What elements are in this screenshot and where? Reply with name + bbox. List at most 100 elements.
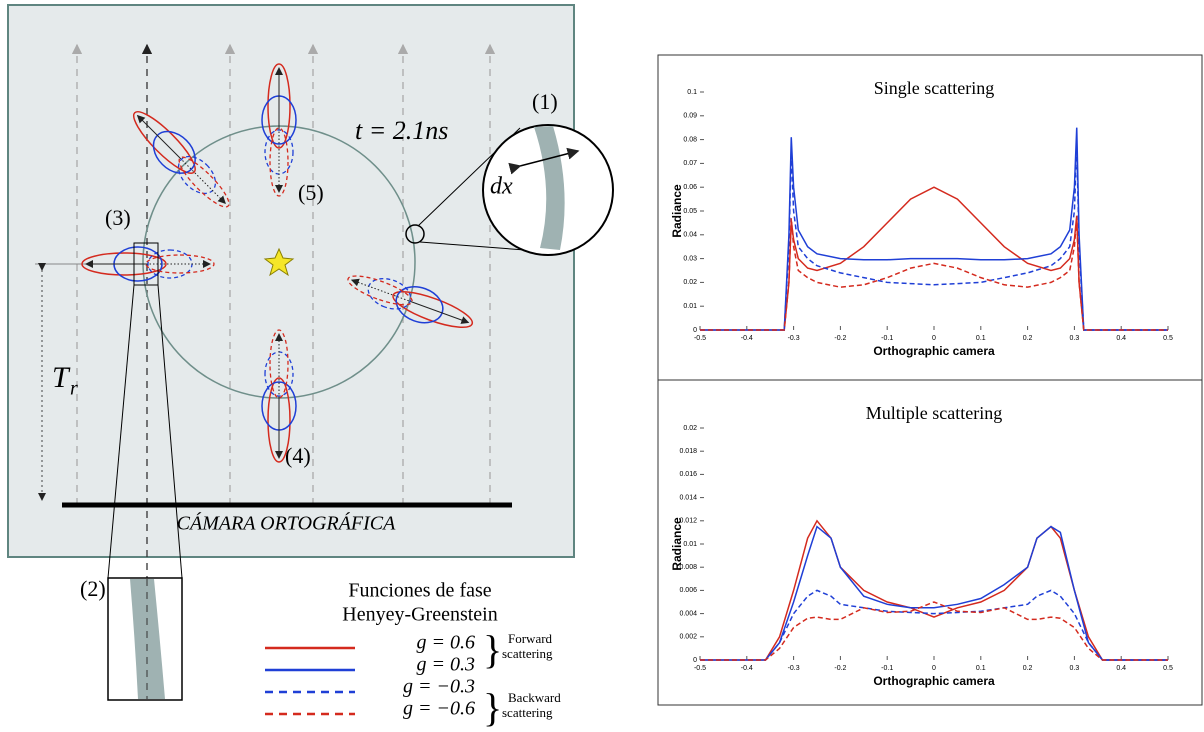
x-tick-label: 0.3 bbox=[1070, 665, 1080, 672]
y-tick-label: 0.018 bbox=[679, 448, 697, 455]
x-tick-label: -0.5 bbox=[694, 335, 706, 342]
x-tick-label: 0.1 bbox=[976, 335, 986, 342]
y-axis-label: Radiance bbox=[670, 184, 684, 238]
legend-title: Henyey-Greenstein bbox=[342, 604, 498, 626]
lobe-red bbox=[267, 377, 291, 463]
x-tick-label: 0.3 bbox=[1070, 335, 1080, 342]
legend-label: g = −0.3 bbox=[403, 676, 475, 698]
tr-label: T bbox=[52, 361, 71, 394]
y-tick-label: 0.08 bbox=[683, 136, 697, 143]
zoom-line bbox=[419, 241, 526, 251]
x-tick-label: 0 bbox=[932, 665, 936, 672]
lobe-red-dashed bbox=[269, 127, 289, 197]
phase-lobe bbox=[132, 110, 230, 208]
lobe-red bbox=[132, 110, 196, 174]
series-line bbox=[700, 589, 1168, 661]
brace: } bbox=[483, 685, 502, 730]
y-tick-label: 0.07 bbox=[683, 160, 697, 167]
y-tick-label: 0.03 bbox=[683, 255, 697, 262]
lobe-arrow bbox=[179, 157, 226, 204]
x-tick-label: 0.5 bbox=[1163, 665, 1173, 672]
y-tick-label: 0.05 bbox=[683, 208, 697, 215]
y-tick-label: 0.014 bbox=[679, 494, 697, 501]
chart-panel bbox=[657, 379, 1203, 706]
x-tick-label: 0.1 bbox=[976, 665, 986, 672]
x-tick-label: -0.5 bbox=[694, 665, 706, 672]
y-tick-label: 0.06 bbox=[683, 184, 697, 191]
legend-group: scattering bbox=[502, 646, 553, 661]
label: (3) bbox=[105, 205, 131, 230]
lobe-arrow bbox=[411, 301, 470, 324]
small-circle bbox=[405, 224, 425, 244]
chart-panel bbox=[657, 54, 1203, 381]
phase-lobe bbox=[81, 246, 215, 282]
diagram-layout bbox=[35, 43, 614, 701]
time-label: t = 2.1ns bbox=[355, 116, 448, 145]
legend-title: Funciones de fase bbox=[348, 580, 491, 602]
y-tick-label: 0.008 bbox=[679, 564, 697, 571]
y-tick-label: 0.012 bbox=[679, 518, 697, 525]
x-tick-label: -0.4 bbox=[741, 665, 753, 672]
brace: } bbox=[483, 627, 502, 672]
chart-title: Multiple scattering bbox=[866, 403, 1002, 423]
y-tick-label: 0 bbox=[693, 327, 697, 334]
legend-label: g = 0.3 bbox=[417, 654, 476, 676]
y-tick-label: 0.1 bbox=[687, 89, 697, 96]
series-line bbox=[700, 525, 1168, 661]
series-line bbox=[700, 519, 1168, 661]
series-line bbox=[700, 144, 1168, 331]
y-tick-label: 0.01 bbox=[683, 303, 697, 310]
x-axis-label: Orthographic camera bbox=[873, 674, 995, 688]
x-tick-label: -0.1 bbox=[881, 665, 893, 672]
lobe-red bbox=[267, 63, 291, 149]
label: (2) bbox=[80, 576, 106, 601]
x-tick-label: 0 bbox=[932, 335, 936, 342]
lobe-arrow bbox=[136, 114, 181, 159]
series-line bbox=[700, 601, 1168, 661]
series-line bbox=[700, 127, 1168, 331]
x-tick-label: 0.5 bbox=[1163, 335, 1173, 342]
label: (1) bbox=[532, 89, 558, 114]
y-tick-label: 0.01 bbox=[683, 541, 697, 548]
legend-group: Forward bbox=[508, 631, 553, 646]
x-tick-label: 0.4 bbox=[1116, 335, 1126, 342]
x-tick-label: -0.2 bbox=[834, 335, 846, 342]
x-tick-label: -0.3 bbox=[788, 335, 800, 342]
dx-label: dx bbox=[490, 174, 513, 200]
legend-label: g = −0.6 bbox=[403, 698, 475, 720]
chart-title: Single scattering bbox=[874, 78, 994, 98]
x-tick-label: -0.4 bbox=[741, 335, 753, 342]
phase-lobe bbox=[261, 329, 297, 463]
diagram-panel bbox=[7, 4, 575, 558]
lobe-red-dashed bbox=[269, 329, 289, 399]
star bbox=[263, 247, 295, 277]
y-axis-label: Radiance bbox=[670, 517, 684, 571]
y-tick-label: 0.016 bbox=[679, 471, 697, 478]
lobe-red-dashed bbox=[347, 275, 413, 306]
y-tick-label: 0.006 bbox=[679, 587, 697, 594]
y-tick-label: 0 bbox=[693, 657, 697, 664]
lobe-red bbox=[81, 252, 167, 276]
zoom-line bbox=[157, 284, 183, 579]
x-tick-label: -0.1 bbox=[881, 335, 893, 342]
legend-label: g = 0.6 bbox=[417, 632, 476, 654]
lobe-red-dashed bbox=[178, 156, 230, 208]
zoom-line bbox=[107, 284, 135, 579]
legend-group: Backward bbox=[508, 690, 561, 705]
legend-group: scattering bbox=[502, 705, 553, 720]
camera-label: CÁMARA ORTOGRÁFICA bbox=[177, 512, 396, 535]
tr-sub: r bbox=[70, 378, 78, 400]
y-tick-label: 0.04 bbox=[683, 232, 697, 239]
inset-band bbox=[130, 579, 165, 699]
y-tick-label: 0.02 bbox=[683, 279, 697, 286]
lobe-red-dashed bbox=[145, 254, 215, 274]
y-tick-label: 0.02 bbox=[683, 425, 697, 432]
x-tick-label: -0.2 bbox=[834, 665, 846, 672]
lobe-red bbox=[392, 291, 474, 328]
dx-arrow bbox=[508, 147, 580, 175]
phase-lobe bbox=[347, 275, 474, 328]
x-axis-label: Orthographic camera bbox=[873, 344, 995, 358]
y-tick-label: 0.09 bbox=[683, 113, 697, 120]
x-tick-label: 0.2 bbox=[1023, 335, 1033, 342]
